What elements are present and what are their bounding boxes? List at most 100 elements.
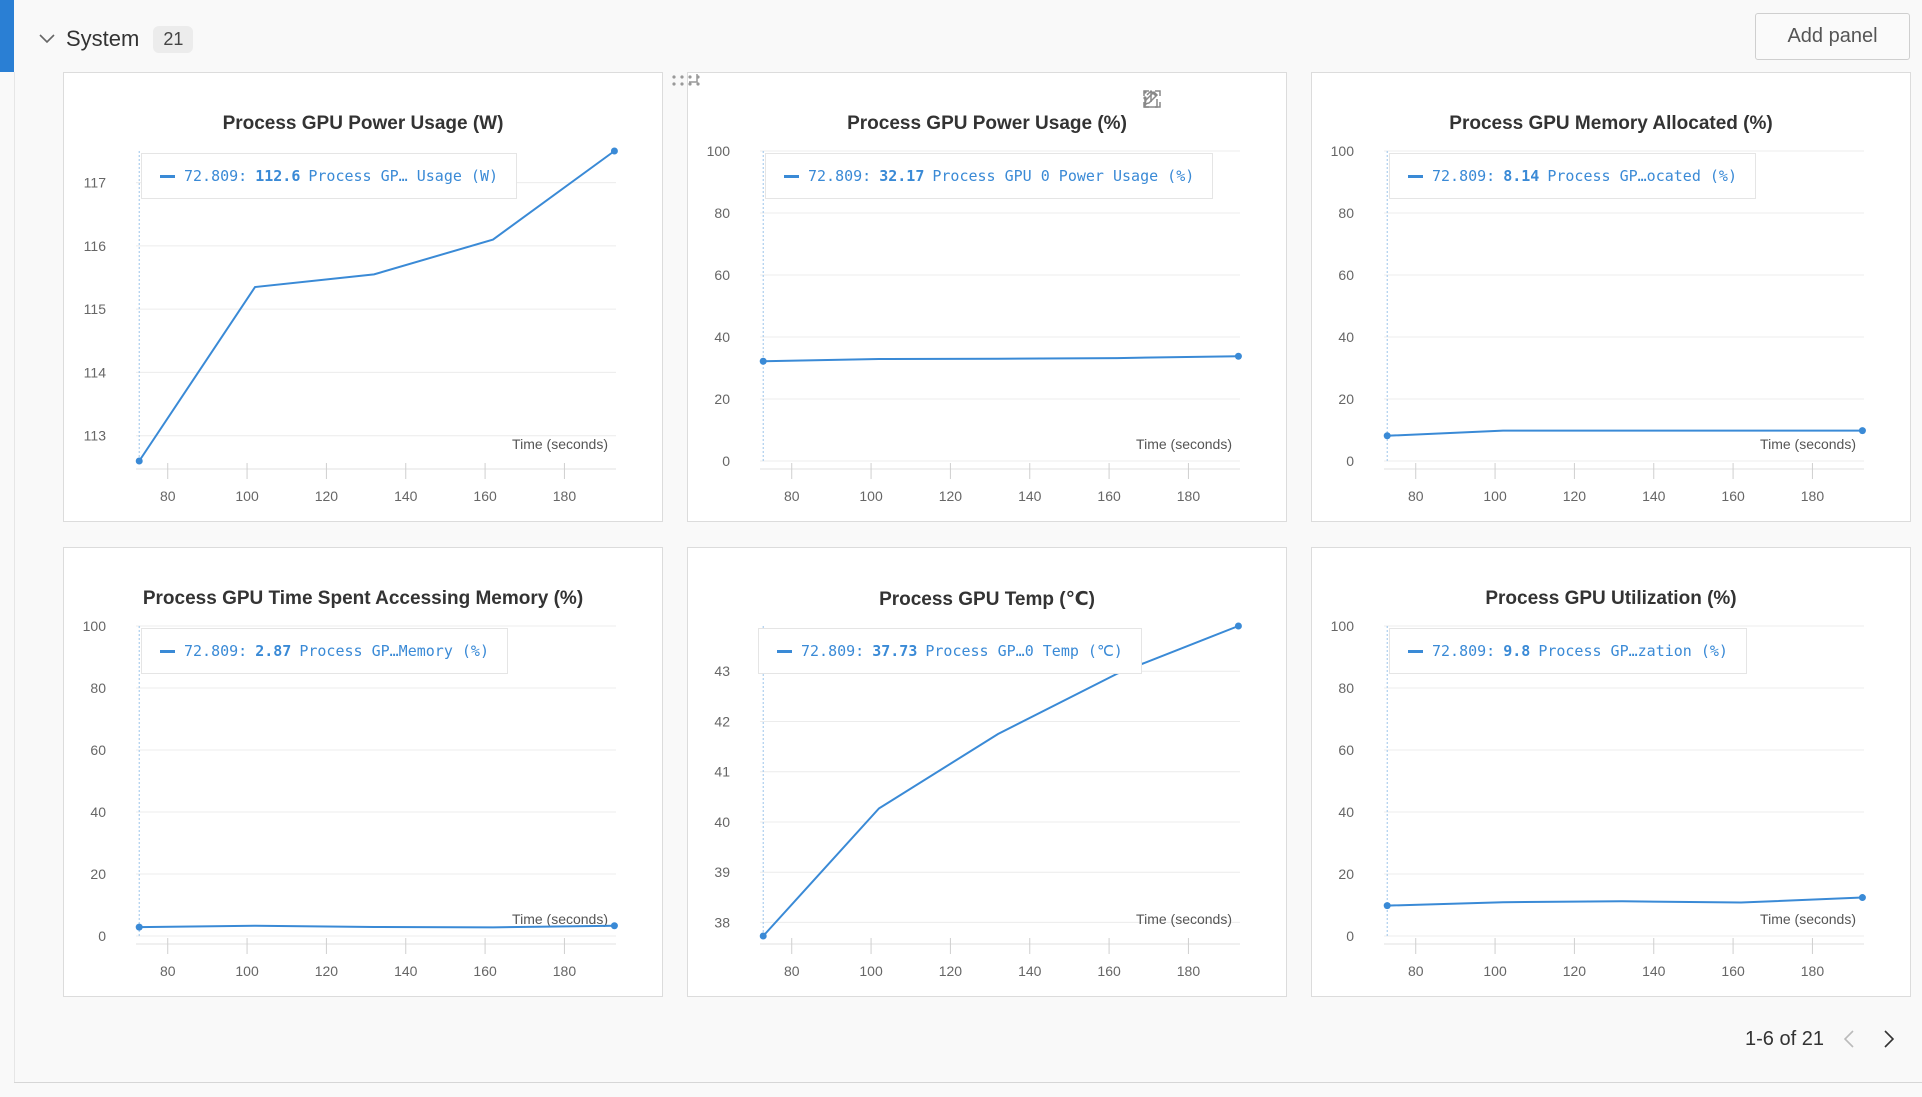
x-tick-label: 160 [1721, 488, 1745, 504]
chart-legend: 72.809: 112.6 Process GP… Usage (W) [141, 153, 518, 199]
pagination-label: 1-6 of 21 [1745, 1027, 1824, 1050]
y-tick-label: 40 [1338, 804, 1354, 820]
legend-y-value: 2.87 [255, 642, 292, 660]
x-tick-label: 160 [473, 488, 497, 504]
series-line [139, 924, 615, 929]
legend-swatch [160, 174, 175, 178]
add-panel-button[interactable]: Add panel [1755, 13, 1910, 60]
y-tick-label: 40 [714, 329, 730, 345]
x-tick-label: 180 [1801, 963, 1825, 979]
x-tick-label: 120 [939, 488, 963, 504]
chart-panel[interactable]: Process GPU Temp (℃) 38 39 40 41 42 43 80 100 12… [687, 547, 1287, 997]
panel-title: Process GPU Time Spent Accessing Memory … [142, 588, 584, 609]
chart-panel[interactable]: Process GPU Power Usage (%) 0 20 40 60 80 100… [672, 72, 1288, 523]
chart-legend: 72.809: 9.8 Process GP…zation (%) [1389, 628, 1747, 674]
data-point [759, 932, 767, 940]
legend-x-value: 72.809: [184, 642, 248, 660]
y-tick-label: 43 [714, 663, 730, 679]
section-header[interactable]: System 21 [30, 22, 194, 56]
x-tick-label: 100 [235, 963, 259, 979]
chart-canvas[interactable]: 0 20 40 60 80 100 80 100 120 140 160 180 Time (secon… [1312, 548, 1912, 998]
legend-series-name: Process GP…ocated (%) [1547, 167, 1737, 185]
y-tick-label: 20 [1338, 391, 1354, 407]
series-line [762, 625, 1239, 937]
series-line [1387, 429, 1863, 437]
y-tick-label: 40 [90, 804, 106, 820]
legend-series-name: Process GP…Memory (%) [299, 642, 489, 660]
data-point [1234, 622, 1242, 630]
chart-canvas[interactable]: 0 20 40 60 80 100 80 100 120 140 160 180 Time (secon… [1312, 73, 1912, 523]
data-point [1234, 352, 1242, 360]
data-point [135, 923, 143, 931]
legend-y-value: 112.6 [255, 167, 301, 185]
x-tick-label: 80 [160, 963, 176, 979]
x-tick-label: 160 [473, 963, 497, 979]
chart-panel[interactable]: Process GPU Utilization (%) 0 20 40 60 80 100… [1311, 547, 1911, 997]
legend-swatch [1408, 174, 1423, 178]
y-tick-label: 0 [722, 453, 730, 469]
chart-panel[interactable]: Process GPU Time Spent Accessing Memory … [63, 547, 663, 997]
chart-panel[interactable]: Process GPU Power Usage (W) 113 114 115 116… [63, 72, 663, 522]
data-point [1858, 894, 1866, 902]
legend-x-value: 72.809: [1432, 642, 1496, 660]
pencil-icon[interactable] [1143, 89, 1204, 115]
y-tick-label: 60 [90, 742, 106, 758]
x-axis-label: Time (seconds) [1760, 436, 1856, 452]
panel-toolbar [1142, 89, 1276, 115]
x-tick-label: 180 [1801, 488, 1825, 504]
data-point [1383, 432, 1391, 440]
chart-canvas[interactable]: 0 20 40 60 80 100 80 100 120 140 160 180 Time (secon… [688, 73, 1288, 523]
x-tick-label: 180 [553, 488, 577, 504]
legend-x-value: 72.809: [801, 642, 865, 660]
y-tick-label: 41 [714, 764, 730, 780]
x-tick-label: 180 [1177, 488, 1201, 504]
y-tick-label: 80 [714, 205, 730, 221]
chevron-down-icon[interactable] [30, 22, 64, 56]
y-tick-label: 80 [90, 680, 106, 696]
y-tick-label: 42 [714, 713, 730, 729]
y-tick-label: 20 [714, 391, 730, 407]
x-tick-label: 120 [1563, 963, 1587, 979]
y-tick-label: 114 [84, 364, 107, 380]
chart-panel[interactable]: Process GPU Memory Allocated (%) 0 20 40 60… [1311, 72, 1911, 522]
x-tick-label: 160 [1721, 963, 1745, 979]
y-tick-label: 100 [707, 143, 731, 159]
data-point [135, 457, 143, 465]
x-tick-label: 140 [1642, 488, 1666, 504]
chart-canvas[interactable]: 38 39 40 41 42 43 80 100 120 140 160 180 Time (secon… [688, 548, 1288, 998]
panel-title: Process GPU Temp (℃) [879, 589, 1095, 610]
chevron-right-icon[interactable] [1874, 1024, 1904, 1054]
x-tick-label: 120 [1563, 488, 1587, 504]
chevron-left-icon[interactable] [1834, 1024, 1864, 1054]
x-tick-label: 160 [1097, 488, 1121, 504]
y-tick-label: 113 [84, 428, 107, 444]
x-axis-label: Time (seconds) [1760, 911, 1856, 927]
y-tick-label: 80 [1338, 205, 1354, 221]
x-tick-label: 100 [1483, 488, 1507, 504]
y-tick-label: 100 [1331, 143, 1355, 159]
y-tick-label: 117 [84, 175, 107, 191]
legend-y-value: 32.17 [879, 167, 925, 185]
data-point [1383, 902, 1391, 910]
x-axis-label: Time (seconds) [512, 436, 608, 452]
chart-canvas[interactable]: 113 114 115 116 117 80 100 120 140 160 180 Time (se… [64, 73, 664, 523]
x-tick-label: 140 [1018, 488, 1042, 504]
y-tick-label: 60 [714, 267, 730, 283]
y-tick-label: 40 [714, 814, 730, 830]
y-tick-label: 115 [84, 301, 107, 317]
more-vertical-icon[interactable] [1143, 89, 1276, 115]
chart-canvas[interactable]: 0 20 40 60 80 100 80 100 120 140 160 180 Time (secon… [64, 548, 664, 998]
legend-swatch [784, 174, 799, 178]
x-tick-label: 80 [1408, 488, 1424, 504]
chart-legend: 72.809: 2.87 Process GP…Memory (%) [141, 628, 508, 674]
x-tick-label: 100 [1483, 963, 1507, 979]
x-tick-label: 140 [1642, 963, 1666, 979]
x-tick-label: 120 [939, 963, 963, 979]
y-tick-label: 20 [1338, 866, 1354, 882]
panel-title: Process GPU Power Usage (%) [847, 113, 1127, 134]
legend-swatch [1408, 649, 1423, 653]
pagination: 1-6 of 21 [1745, 1024, 1904, 1054]
legend-series-name: Process GP…zation (%) [1538, 642, 1728, 660]
resize-handle-icon[interactable] [688, 73, 698, 83]
x-axis-label: Time (seconds) [1136, 436, 1232, 452]
